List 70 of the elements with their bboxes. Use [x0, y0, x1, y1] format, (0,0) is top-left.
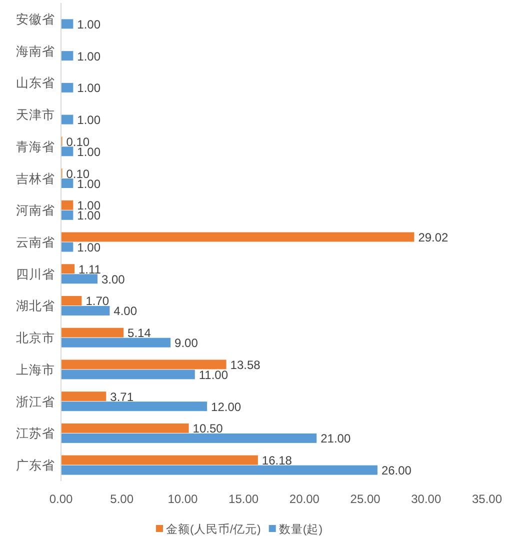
- data-label: 1.00: [77, 17, 101, 32]
- bar: [61, 114, 74, 124]
- data-label: 11.00: [198, 368, 228, 382]
- bar: [61, 146, 74, 156]
- data-label: 5.14: [128, 326, 152, 340]
- data-label: 26.00: [381, 464, 412, 478]
- bar: [61, 178, 74, 188]
- bar: [61, 82, 74, 92]
- x-tick-label: 15.00: [228, 492, 259, 506]
- y-tick-label: 浙江省: [16, 394, 55, 409]
- y-tick-label: 湖北省: [16, 299, 55, 314]
- bar: [61, 306, 110, 316]
- x-tick-label: 25.00: [350, 492, 381, 506]
- x-tick-label: 0.00: [49, 492, 73, 506]
- bar: [61, 433, 317, 443]
- bar: [61, 200, 74, 210]
- data-label: 21.00: [320, 432, 351, 446]
- data-label: 13.58: [230, 358, 261, 372]
- bar: [61, 296, 82, 306]
- bar: [61, 338, 171, 348]
- y-tick-label: 广东省: [16, 458, 55, 473]
- y-tick-label: 北京市: [16, 331, 55, 346]
- y-tick-label: 上海市: [16, 362, 55, 377]
- bar: [61, 264, 75, 274]
- bar: [61, 455, 258, 465]
- data-label: 1.11: [78, 262, 102, 276]
- data-label: 1.00: [77, 81, 101, 96]
- data-label: 1.00: [77, 113, 101, 128]
- x-tick-label: 5.00: [110, 492, 134, 506]
- y-tick-label: 山东省: [16, 76, 55, 90]
- data-label: 1.00: [77, 208, 101, 223]
- legend-label: 金额(人民币/亿元): [166, 522, 262, 536]
- data-label: 12.00: [211, 400, 242, 414]
- bar: [61, 328, 124, 338]
- y-tick-label: 四川省: [16, 267, 55, 282]
- data-label: 1.00: [77, 240, 101, 254]
- x-tick-label: 35.00: [472, 492, 502, 506]
- data-label: 1.70: [86, 294, 110, 308]
- bar: [61, 360, 226, 370]
- data-label: 4.00: [114, 304, 138, 318]
- bar: [61, 465, 378, 475]
- x-tick-label: 30.00: [411, 492, 442, 506]
- y-tick-label: 天津市: [16, 108, 55, 122]
- bar: [61, 242, 74, 252]
- data-label: 16.18: [262, 454, 292, 468]
- bar: [61, 392, 106, 402]
- bar: [61, 274, 98, 284]
- y-tick-label: 青海省: [16, 140, 55, 154]
- data-label: 29.02: [418, 230, 449, 244]
- data-label: 1.00: [77, 49, 101, 64]
- bar: [61, 423, 189, 433]
- bar: [61, 232, 414, 242]
- bar: [61, 210, 74, 220]
- bar: [61, 402, 208, 412]
- y-tick-label: 吉林省: [16, 172, 55, 186]
- y-tick-label: 安徽省: [16, 11, 55, 26]
- bar: [61, 19, 74, 29]
- x-tick-label: 20.00: [289, 492, 320, 506]
- data-label: 3.00: [102, 272, 126, 286]
- y-tick-label: 海南省: [16, 44, 55, 58]
- x-tick-label: 10.00: [168, 492, 198, 506]
- bar: [61, 51, 74, 61]
- y-tick-label: 河南省: [16, 204, 55, 218]
- data-label: 3.71: [110, 390, 134, 404]
- data-label: 9.00: [174, 336, 198, 350]
- data-label: 10.50: [192, 422, 224, 436]
- y-tick-label: 江苏省: [16, 426, 55, 441]
- bar: [61, 370, 195, 380]
- legend-label: 数量(起): [278, 523, 323, 536]
- y-tick-label: 云南省: [16, 236, 55, 250]
